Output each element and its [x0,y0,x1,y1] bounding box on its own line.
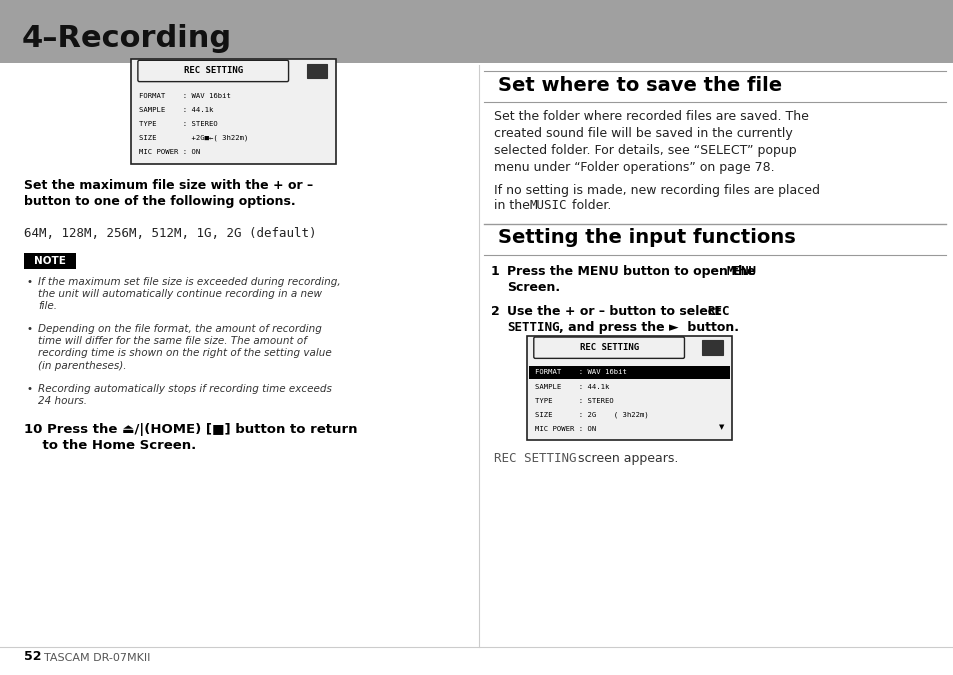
Text: TYPE      : STEREO: TYPE : STEREO [535,398,614,404]
Text: NOTE: NOTE [34,256,66,266]
Bar [701,340,722,355]
Text: SIZE        +2G■←( 3h22m): SIZE +2G■←( 3h22m) [139,135,249,141]
Text: 2: 2 [491,305,499,318]
Text: Set the maximum file size with the + or –
button to one of the following options: Set the maximum file size with the + or … [24,179,313,208]
Text: 1: 1 [491,265,499,278]
Text: SAMPLE    : 44.1k: SAMPLE : 44.1k [139,107,213,113]
Text: SAMPLE    : 44.1k: SAMPLE : 44.1k [535,383,609,389]
Text: Press the MENU button to open the: Press the MENU button to open the [506,265,759,278]
Text: FORMAT    : WAV 16bit: FORMAT : WAV 16bit [139,92,231,99]
Text: ▼: ▼ [718,425,723,431]
Text: 64M, 128M, 256M, 512M, 1G, 2G (default): 64M, 128M, 256M, 512M, 1G, 2G (default) [24,227,316,240]
Text: 52: 52 [24,650,41,663]
Text: •: • [27,277,32,287]
Text: MIC POWER : ON: MIC POWER : ON [535,426,596,432]
Bar [24,252,76,269]
Text: screen appears.: screen appears. [574,452,678,466]
Text: Recording automatically stops if recording time exceeds
24 hours.: Recording automatically stops if recordi… [38,383,332,406]
Text: If no setting is made, new recording files are placed: If no setting is made, new recording fil… [494,184,819,197]
Text: TYPE      : STEREO: TYPE : STEREO [139,121,218,127]
Text: Set where to save the file: Set where to save the file [497,76,781,95]
FancyBboxPatch shape [138,60,288,82]
Bar [131,59,335,164]
Text: MIC POWER : ON: MIC POWER : ON [139,149,200,155]
Text: If the maximum set file size is exceeded during recording,
the unit will automat: If the maximum set file size is exceeded… [38,277,340,311]
Text: SETTING: SETTING [506,321,558,334]
Bar [526,335,732,440]
Text: •: • [27,324,32,333]
Text: 10 Press the ⏏/|(HOME) [■] button to return
    to the Home Screen.: 10 Press the ⏏/|(HOME) [■] button to ret… [24,423,357,452]
Text: REC SETTING: REC SETTING [184,66,242,76]
Bar [529,366,729,379]
FancyBboxPatch shape [534,337,683,358]
Text: Set the folder where recorded files are saved. The
created sound file will be sa: Set the folder where recorded files are … [494,110,808,174]
Text: MUSIC: MUSIC [529,199,567,212]
Text: FORMAT    : WAV 16bit: FORMAT : WAV 16bit [535,369,626,375]
Text: 4–Recording: 4–Recording [22,24,232,53]
Text: MENU: MENU [726,265,756,278]
Text: Setting the input functions: Setting the input functions [497,228,795,247]
Text: SIZE      : 2G    ( 3h22m): SIZE : 2G ( 3h22m) [535,412,648,418]
Text: TASCAM DR-07MKII: TASCAM DR-07MKII [44,653,150,663]
Text: in the: in the [494,199,534,212]
Text: Depending on the file format, the amount of recording
time will differ for the s: Depending on the file format, the amount… [38,324,332,371]
Text: REC: REC [706,305,729,318]
Text: folder.: folder. [567,199,611,212]
Bar [306,63,327,78]
Text: REC SETTING: REC SETTING [579,343,638,352]
Text: REC SETTING: REC SETTING [494,452,576,466]
Text: •: • [27,383,32,394]
Text: , and press the ►  button.: , and press the ► button. [558,321,739,334]
Bar [0,0,953,63]
Text: Screen.: Screen. [506,281,559,294]
Text: Use the + or – button to select: Use the + or – button to select [506,305,724,318]
